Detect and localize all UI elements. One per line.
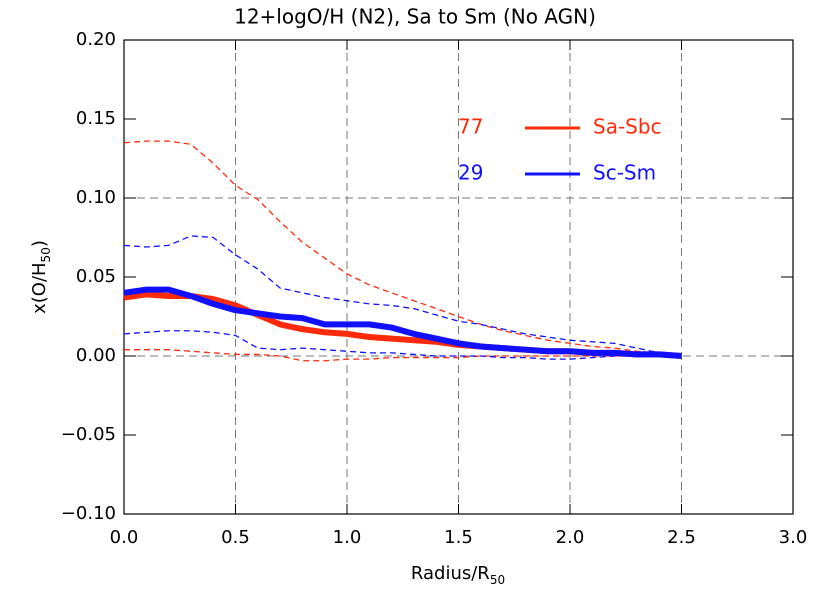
legend-count: 29 — [458, 161, 483, 185]
y-tick-label: 0.20 — [76, 29, 116, 50]
x-tick-label: 3.0 — [779, 527, 808, 548]
lower-bound-line — [123, 330, 682, 360]
y-label-sub: 50 — [39, 247, 53, 262]
upper-bound-line — [123, 140, 682, 356]
y-tick-label: −0.05 — [61, 424, 116, 445]
x-axis-label: Radius/R50 — [411, 563, 505, 587]
x-label-main: Radius/R — [411, 563, 490, 584]
series-line — [123, 286, 682, 359]
legend-label: Sc-Sm — [593, 161, 656, 185]
chart-title: 12+logO/H (N2), Sa to Sm (No AGN) — [234, 5, 596, 29]
y-tick-label: −0.10 — [61, 503, 116, 524]
y-axis-label: x(O/H50) — [29, 240, 53, 314]
legend-count: 77 — [458, 115, 483, 139]
x-tick-label: 2.0 — [556, 527, 585, 548]
y-tick-label: 0.05 — [76, 266, 116, 287]
lower-bound-line — [124, 349, 682, 362]
x-label-sub: 50 — [490, 573, 505, 587]
x-tick-label: 1.5 — [444, 527, 473, 548]
x-tick-label: 0.0 — [110, 527, 139, 548]
y-tick-label: 0.00 — [76, 345, 116, 366]
x-tick-label: 0.5 — [221, 527, 250, 548]
x-tick-label: 1.0 — [333, 527, 362, 548]
y-tick-label: 0.15 — [76, 108, 116, 129]
y-tick-label: 0.10 — [76, 187, 116, 208]
y-label-tail: ) — [29, 240, 50, 247]
legend-label: Sa-Sbc — [593, 115, 662, 139]
x-tick-label: 2.5 — [667, 527, 696, 548]
y-label-main: x(O/H — [29, 262, 50, 313]
